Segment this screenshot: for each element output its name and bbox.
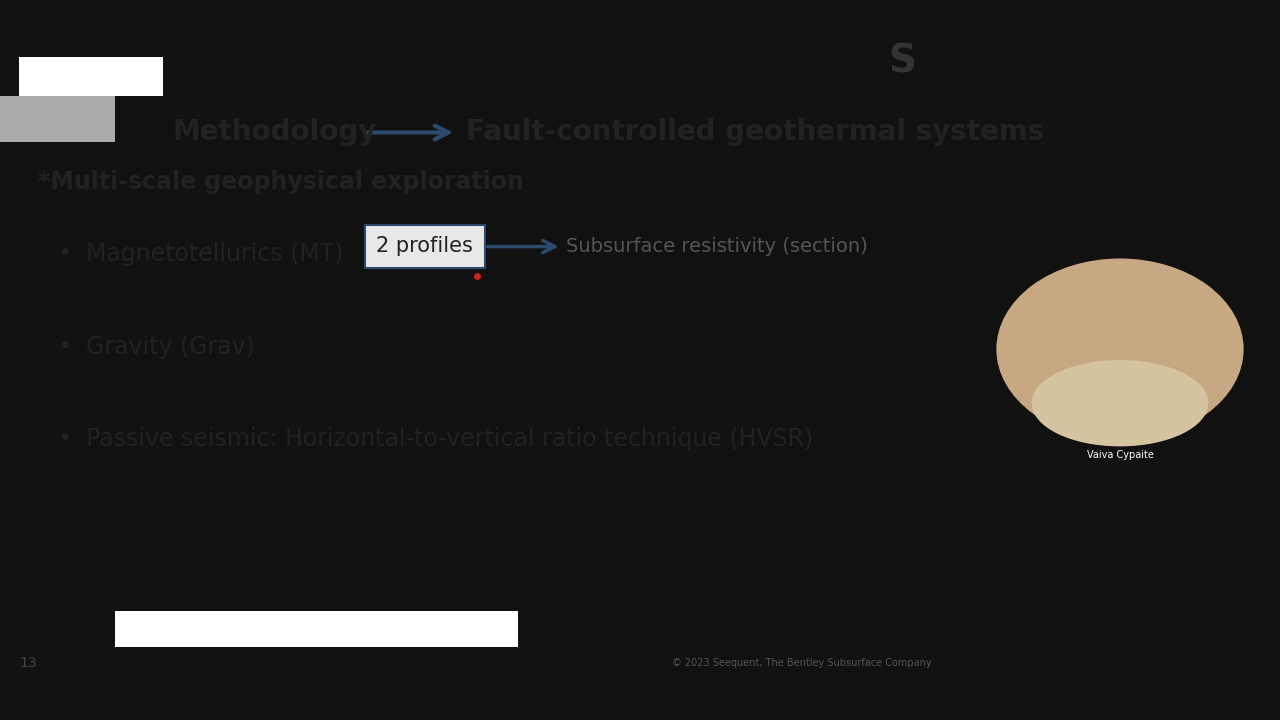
Text: •: • [58, 427, 73, 451]
FancyArrowPatch shape [488, 240, 556, 253]
Circle shape [1055, 265, 1185, 360]
Ellipse shape [1032, 360, 1208, 446]
Text: •: • [58, 243, 73, 266]
Text: S: S [888, 42, 916, 80]
Text: *Multi-scale geophysical exploration: *Multi-scale geophysical exploration [38, 170, 525, 194]
Text: © 2023 Seequent, The Bentley Subsurface Company: © 2023 Seequent, The Bentley Subsurface … [672, 658, 932, 668]
FancyBboxPatch shape [19, 57, 164, 96]
FancyArrowPatch shape [367, 125, 448, 140]
Circle shape [996, 258, 1244, 440]
Text: Methodology: Methodology [173, 119, 378, 146]
Text: Magnetotellurics (MT): Magnetotellurics (MT) [86, 243, 344, 266]
Text: Fault-controlled geothermal systems: Fault-controlled geothermal systems [466, 119, 1044, 146]
Text: •: • [58, 335, 73, 359]
FancyBboxPatch shape [115, 611, 518, 647]
Text: 2 profiles: 2 profiles [376, 236, 474, 256]
Text: Passive seismic: Horizontal-to-vertical ratio technique (HVSR): Passive seismic: Horizontal-to-vertical … [86, 427, 814, 451]
Text: Vaiva Cypaite: Vaiva Cypaite [1087, 450, 1153, 460]
Text: 13: 13 [19, 657, 37, 670]
Text: Gravity (Grav): Gravity (Grav) [86, 335, 255, 359]
FancyBboxPatch shape [365, 225, 485, 268]
Text: Subsurface resistivity (section): Subsurface resistivity (section) [566, 237, 868, 256]
FancyBboxPatch shape [0, 96, 115, 143]
